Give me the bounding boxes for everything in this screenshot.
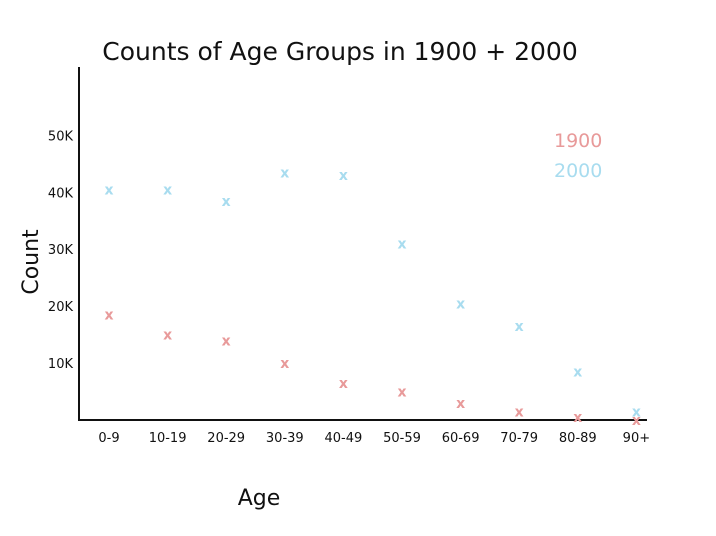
point-2000-20-29: x	[222, 194, 231, 210]
y-tick-label: 50K	[48, 129, 74, 144]
point-1900-0-9: x	[104, 308, 113, 324]
point-1900-60-69: x	[456, 396, 465, 412]
x-axis-label: Age	[238, 486, 281, 511]
legend-item-1900: 1900	[554, 130, 602, 152]
y-tick-labels: 10K 20K 30K 40K 50K	[48, 129, 74, 372]
x-tick-label: 40-49	[325, 431, 363, 446]
point-1900-70-79: x	[515, 404, 524, 420]
point-1900-80-89: x	[573, 410, 582, 426]
point-2000-40-49: x	[339, 168, 348, 184]
chart-title: Counts of Age Groups in 1900 + 2000	[102, 37, 577, 66]
y-tick-label: 30K	[48, 243, 74, 258]
point-1900-40-49: x	[339, 376, 348, 392]
x-tick-label: 90+	[623, 431, 650, 446]
point-1900-30-39: x	[280, 356, 289, 372]
y-tick-label: 10K	[48, 357, 74, 372]
y-tick-label: 40K	[48, 186, 74, 201]
point-1900-10-19: x	[163, 328, 172, 344]
point-2000-30-39: x	[280, 165, 289, 181]
y-axis-label: Count	[19, 229, 44, 295]
point-2000-90+: x	[632, 404, 641, 420]
x-tick-label: 50-59	[383, 431, 421, 446]
x-tick-label: 0-9	[98, 431, 119, 446]
legend-item-2000: 2000	[554, 160, 602, 182]
x-tick-label: 60-69	[442, 431, 480, 446]
point-2000-0-9: x	[104, 182, 113, 198]
point-1900-90+: x	[632, 413, 641, 429]
point-2000-50-59: x	[397, 237, 406, 253]
y-tick-label: 20K	[48, 300, 74, 315]
point-2000-60-69: x	[456, 296, 465, 312]
x-tick-label: 30-39	[266, 431, 304, 446]
x-tick-label: 70-79	[500, 431, 538, 446]
point-2000-80-89: x	[573, 365, 582, 381]
point-2000-70-79: x	[515, 319, 524, 335]
point-2000-10-19: x	[163, 182, 172, 198]
point-1900-50-59: x	[397, 385, 406, 401]
point-1900-20-29: x	[222, 333, 231, 349]
x-tick-label: 80-89	[559, 431, 597, 446]
x-tick-label: 20-29	[207, 431, 245, 446]
x-tick-label: 10-19	[149, 431, 187, 446]
legend: 1900 2000	[554, 130, 602, 182]
x-tick-labels: 0-9 10-19 20-29 30-39 40-49 50-59 60-69 70-79 80…	[98, 431, 650, 446]
series-2000: x x x x x x x x x x	[104, 165, 640, 420]
